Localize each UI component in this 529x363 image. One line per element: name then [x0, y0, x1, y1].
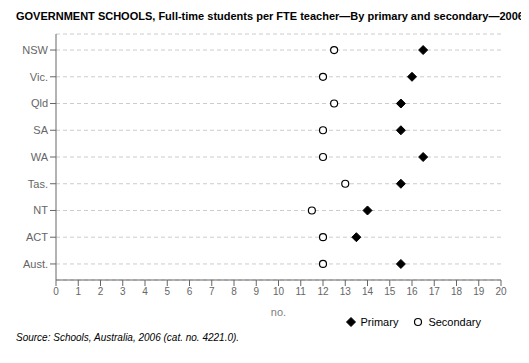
svg-text:0: 0 — [53, 286, 59, 297]
svg-text:9: 9 — [253, 286, 259, 297]
svg-text:2: 2 — [98, 286, 104, 297]
svg-text:19: 19 — [473, 286, 485, 297]
html-text:Source: Schools, Australia, 20: Source: Schools, Australia, 2006 (cat. n… — [16, 332, 240, 343]
svg-text:20: 20 — [495, 286, 507, 297]
html-text:Primary: Primary — [360, 316, 399, 328]
svg-text:6: 6 — [187, 286, 193, 297]
svg-text:NT: NT — [33, 204, 48, 216]
svg-text:17: 17 — [429, 286, 441, 297]
svg-text:NSW: NSW — [22, 44, 48, 56]
svg-text:11: 11 — [296, 286, 307, 297]
svg-text:14: 14 — [362, 286, 374, 297]
svg-text:WA: WA — [31, 151, 49, 163]
svg-text:16: 16 — [406, 286, 418, 297]
svg-text:10: 10 — [273, 286, 285, 297]
svg-text:18: 18 — [451, 286, 463, 297]
svg-text:Vic.: Vic. — [30, 71, 48, 83]
svg-text:5: 5 — [164, 286, 170, 297]
svg-text:no.: no. — [271, 306, 286, 318]
svg-text:3: 3 — [120, 286, 126, 297]
svg-text:ACT: ACT — [26, 231, 48, 243]
svg-text:13: 13 — [340, 286, 352, 297]
html-text:Secondary: Secondary — [428, 316, 481, 328]
svg-text:7: 7 — [209, 286, 215, 297]
svg-text:Qld: Qld — [31, 97, 48, 109]
svg-text:4: 4 — [142, 286, 148, 297]
svg-text:1: 1 — [75, 286, 81, 297]
svg-text:15: 15 — [384, 286, 396, 297]
svg-text:Aust.: Aust. — [23, 258, 48, 270]
svg-text:Tas.: Tas. — [28, 178, 48, 190]
svg-text:8: 8 — [231, 286, 237, 297]
svg-text:SA: SA — [33, 124, 48, 136]
svg-text:12: 12 — [317, 286, 329, 297]
